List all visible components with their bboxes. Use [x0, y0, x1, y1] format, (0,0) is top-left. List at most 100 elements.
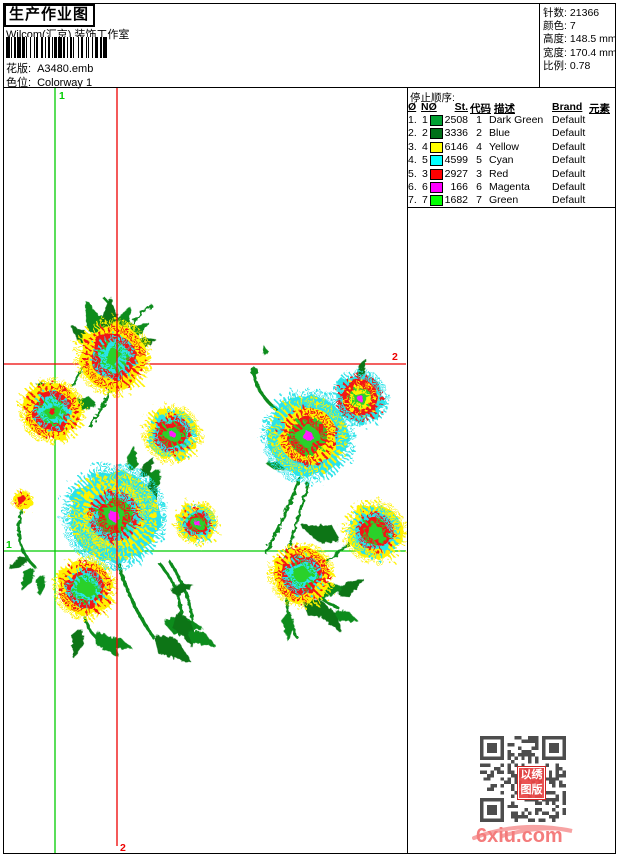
- col-header-brand: Brand: [552, 101, 583, 113]
- row-needle-number: 1: [422, 114, 428, 126]
- row-color-swatch: [430, 115, 443, 126]
- row-needle-number: 4: [422, 140, 428, 153]
- barcode-bar: [24, 37, 27, 58]
- barcode-bar: [57, 37, 62, 58]
- row-thread-brand: Default: [552, 154, 586, 167]
- barcode: [6, 37, 108, 58]
- flower: [60, 462, 168, 570]
- barcode-bar: [54, 37, 57, 58]
- row-thread-brand: Default: [552, 167, 586, 180]
- barcode-bar: [91, 37, 94, 58]
- embroidery-design-canvas: 1 2 1 2: [4, 88, 407, 853]
- flower: [11, 489, 33, 511]
- barcode-bar: [70, 37, 72, 58]
- barcode-bar: [36, 37, 38, 58]
- row-stitch-count: 6146: [444, 140, 468, 153]
- barcode-bar: [83, 37, 86, 58]
- row-color-code: 1: [476, 114, 482, 126]
- svg-text:2: 2: [120, 842, 126, 853]
- row-stop-number: 4.: [408, 154, 417, 167]
- barcode-bar: [102, 37, 104, 58]
- flower: [260, 388, 356, 484]
- watermark: 6xiu.com: [472, 816, 576, 854]
- barcode-bar: [31, 37, 34, 58]
- flower: [74, 318, 152, 396]
- stop-sequence-title: 停止顺序:: [410, 92, 455, 104]
- row-color-swatch: [430, 141, 443, 153]
- row-needle-number: 2: [422, 127, 428, 140]
- barcode-bar: [12, 37, 14, 58]
- row-color-swatch: [430, 182, 443, 193]
- row-needle-number: 3: [422, 167, 428, 180]
- barcode-bar: [73, 37, 75, 58]
- row-color-description: Yellow: [489, 140, 519, 153]
- colorway-value: Colorway 1: [37, 77, 93, 89]
- barcode-bar: [74, 37, 79, 58]
- colorway-field: 色位: Colorway 1: [6, 74, 92, 90]
- row-stop-number: 6.: [408, 181, 417, 193]
- row-stop-number: 5.: [408, 167, 417, 180]
- row-color-code: 2: [476, 127, 482, 140]
- watermark-swoosh: [472, 824, 573, 840]
- col-header-stop: Ø: [408, 101, 417, 113]
- row-stop-number: 3.: [408, 140, 417, 153]
- svg-text:2: 2: [392, 351, 398, 363]
- row-color-description: Cyan: [489, 154, 514, 167]
- row-stitch-count: 3336: [444, 127, 468, 140]
- row-color-code: 3: [476, 167, 482, 180]
- svg-text:1: 1: [6, 539, 12, 551]
- flowers-layer: [11, 318, 407, 620]
- col-header-needle: NØ: [421, 101, 437, 113]
- stat-line: 颜色: 7: [543, 20, 576, 33]
- col-header-code: 代码: [470, 103, 491, 115]
- barcode-bar: [30, 37, 32, 58]
- row-thread-brand: Default: [552, 181, 586, 193]
- table-bottom-border: [407, 207, 615, 208]
- row-stop-number: 1.: [408, 114, 417, 126]
- barcode-bar: [85, 37, 87, 58]
- guide-lines-green: [4, 88, 406, 853]
- barcode-bar: [88, 37, 90, 58]
- flower: [268, 541, 336, 609]
- flower: [331, 369, 389, 427]
- stamp-line-2: 图版: [520, 784, 543, 796]
- row-color-description: Blue: [489, 127, 511, 140]
- row-needle-number: 6: [422, 181, 428, 193]
- red-seal-stamp: 以绣 图版: [517, 766, 546, 800]
- barcode-bar: [62, 37, 66, 58]
- row-thread-brand: Default: [552, 140, 586, 153]
- col-header-stitches: St.: [454, 101, 468, 113]
- row-stitch-count: 1682: [444, 194, 468, 207]
- row-stitch-count: 2927: [444, 167, 468, 180]
- barcode-bar: [46, 37, 48, 58]
- barcode-bar: [86, 37, 89, 58]
- row-color-code: 7: [476, 194, 482, 207]
- pattern-value: A3480.emb: [37, 63, 94, 75]
- barcode-bar: [11, 37, 13, 58]
- barcode-bar: [93, 37, 95, 58]
- barcode-bar: [50, 37, 52, 58]
- barcode-bar: [61, 37, 63, 58]
- barcode-bar: [33, 37, 36, 58]
- barcode-bar: [17, 37, 22, 58]
- barcode-bar: [66, 37, 68, 58]
- barcode-bar: [67, 37, 71, 58]
- barcode-bar: [47, 37, 51, 58]
- row-color-swatch: [430, 168, 443, 180]
- flower: [53, 556, 117, 620]
- barcode-bar: [98, 37, 100, 58]
- barcode-bar: [56, 37, 58, 58]
- barcode-bar: [78, 37, 80, 58]
- row-thread-brand: Default: [552, 194, 586, 207]
- barcode-bar: [16, 37, 18, 58]
- row-needle-number: 5: [422, 154, 428, 167]
- row-stop-number: 2.: [408, 127, 417, 140]
- barcode-bar: [35, 37, 37, 58]
- barcode-bar: [42, 37, 46, 58]
- svg-text:1: 1: [59, 90, 65, 102]
- col-header-desc: 描述: [494, 103, 515, 115]
- row-stitch-count: 166: [450, 181, 468, 193]
- barcode-bar: [79, 37, 81, 58]
- barcode-bar: [26, 37, 28, 58]
